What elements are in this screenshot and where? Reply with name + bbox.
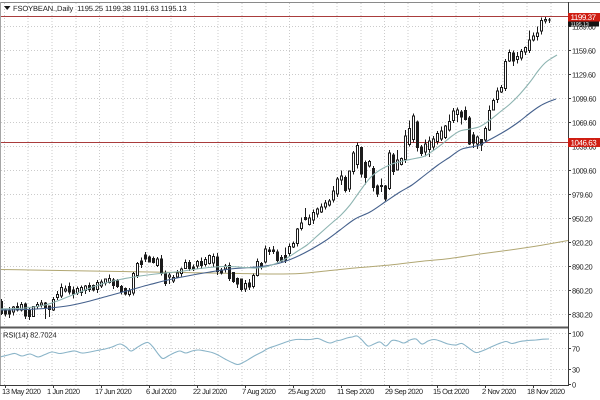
svg-text:1009.60: 1009.60 <box>572 167 596 176</box>
svg-text:2 Nov 2020: 2 Nov 2020 <box>482 387 516 396</box>
svg-text:1069.60: 1069.60 <box>572 119 596 128</box>
svg-text:17 Jun 2020: 17 Jun 2020 <box>95 387 132 396</box>
svg-text:1159.60: 1159.60 <box>572 47 596 56</box>
svg-text:18 Nov 2020: 18 Nov 2020 <box>527 387 565 396</box>
svg-text:6 Jul 2020: 6 Jul 2020 <box>146 387 176 396</box>
svg-text:1 Jun 2020: 1 Jun 2020 <box>47 387 80 396</box>
svg-text:70: 70 <box>572 345 580 354</box>
svg-text:25 Aug 2020: 25 Aug 2020 <box>288 387 325 396</box>
svg-text:890.20: 890.20 <box>572 263 593 272</box>
svg-text:860.20: 860.20 <box>572 287 593 296</box>
svg-text:1199.37: 1199.37 <box>571 13 597 22</box>
svg-text:FSOYBEAN.,Daily 1195.25 1199.: FSOYBEAN.,Daily 1195.25 1199.38 1191.63 … <box>13 4 187 13</box>
svg-text:22 Jul 2020: 22 Jul 2020 <box>193 387 227 396</box>
svg-text:830.20: 830.20 <box>572 311 593 320</box>
svg-text:30: 30 <box>572 366 580 375</box>
svg-text:13 May 2020: 13 May 2020 <box>2 387 41 396</box>
svg-text:920.20: 920.20 <box>572 239 593 248</box>
svg-text:11 Sep 2020: 11 Sep 2020 <box>337 387 374 396</box>
svg-text:15 Oct 2020: 15 Oct 2020 <box>433 387 469 396</box>
svg-text:29 Sep 2020: 29 Sep 2020 <box>385 387 423 396</box>
svg-text:7 Aug 2020: 7 Aug 2020 <box>242 387 276 396</box>
svg-text:RSI(14) 82.7024: RSI(14) 82.7024 <box>3 331 57 340</box>
svg-text:1129.60: 1129.60 <box>572 71 596 80</box>
svg-text:0: 0 <box>572 381 576 390</box>
svg-text:1189.60: 1189.60 <box>572 23 596 32</box>
svg-text:1195.13: 1195.13 <box>571 22 589 28</box>
svg-text:100: 100 <box>572 330 583 339</box>
svg-text:1099.60: 1099.60 <box>572 95 596 104</box>
svg-text:979.60: 979.60 <box>572 191 593 200</box>
svg-text:950.20: 950.20 <box>572 215 593 224</box>
svg-text:1046.63: 1046.63 <box>571 139 598 148</box>
